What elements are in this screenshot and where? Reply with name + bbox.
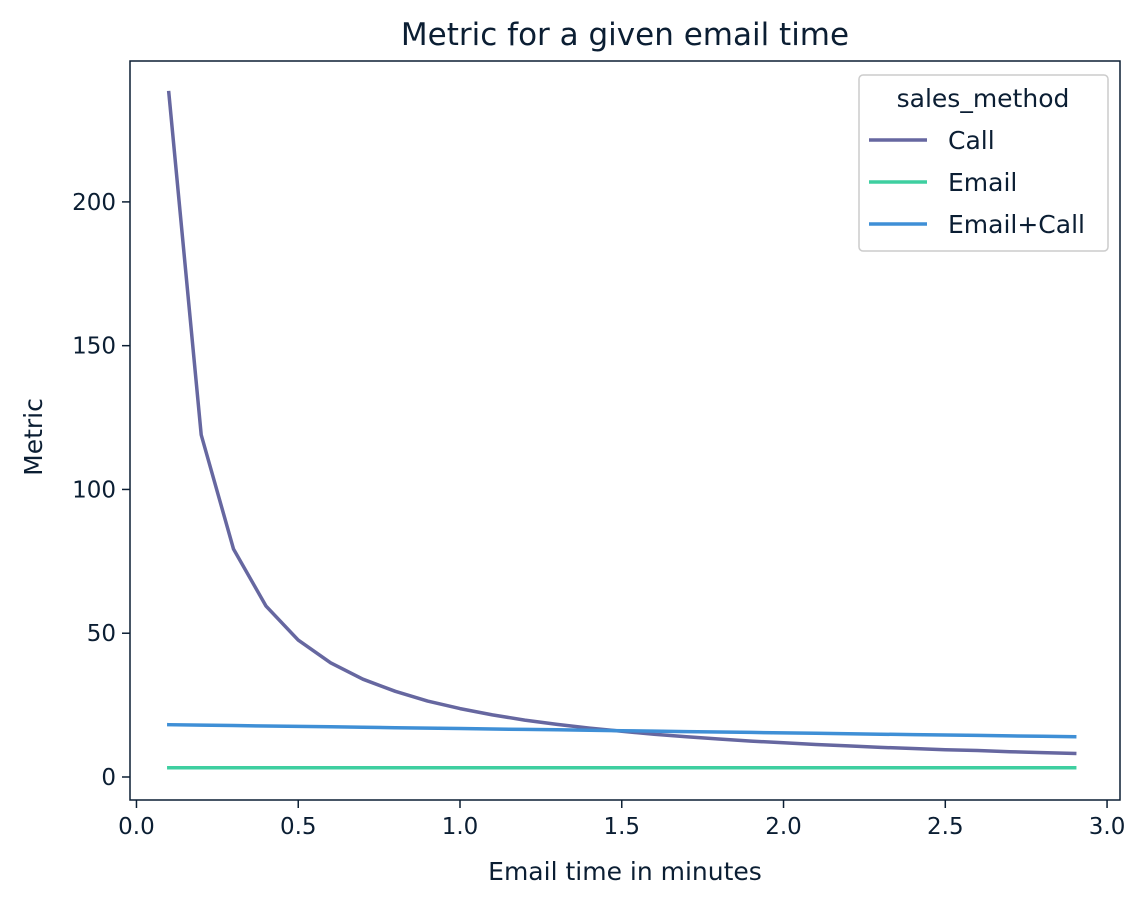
- x-tick-label: 0.5: [280, 814, 317, 840]
- chart-title: Metric for a given email time: [401, 17, 849, 53]
- x-axis-label: Email time in minutes: [488, 857, 762, 886]
- y-tick-label: 0: [101, 765, 116, 791]
- legend-entry-label: Email+Call: [948, 210, 1085, 239]
- x-axis-ticks: 0.0 0.5 1.0 1.5 2.0 2.5 3.0: [118, 800, 1125, 840]
- x-tick-label: 2.0: [765, 814, 802, 840]
- series-line-email-call: [167, 722, 1077, 739]
- axes-frame: [129, 60, 1121, 801]
- y-tick-label: 150: [72, 334, 116, 360]
- legend: sales_method Call Email Email+Call: [858, 74, 1109, 252]
- x-tick-label: 3.0: [1089, 814, 1126, 840]
- x-tick-label: 2.5: [927, 814, 964, 840]
- x-tick-label: 0.0: [118, 814, 155, 840]
- y-axis-label: Metric: [19, 398, 48, 476]
- legend-entry-label: Call: [948, 126, 995, 155]
- x-tick-label: 1.5: [603, 814, 640, 840]
- y-tick-label: 100: [72, 477, 116, 503]
- y-tick-label: 200: [72, 190, 116, 216]
- x-tick-label: 1.0: [442, 814, 479, 840]
- legend-entry-label: Email: [948, 168, 1017, 197]
- legend-frame: [858, 74, 1109, 252]
- y-tick-label: 50: [87, 621, 116, 647]
- plot-area: [129, 60, 1121, 801]
- legend-title: sales_method: [897, 84, 1070, 113]
- y-axis-ticks: 0 50 100 150 200: [72, 190, 130, 791]
